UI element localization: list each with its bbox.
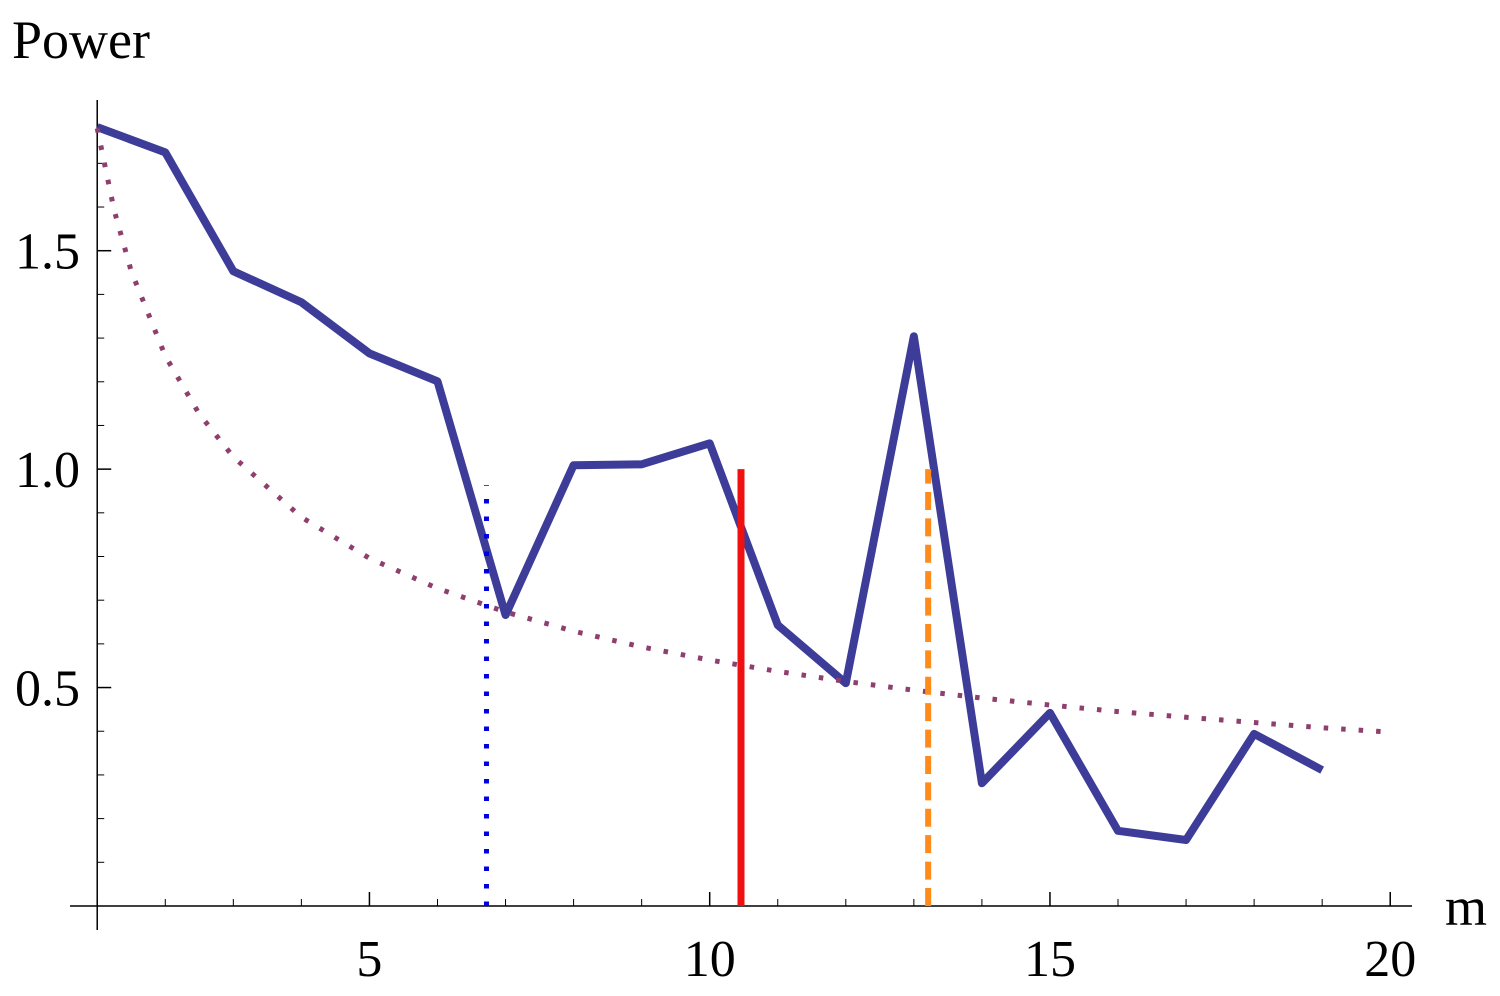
y-tick-label: 1.0	[15, 442, 80, 499]
x-tick-label: 5	[356, 931, 382, 988]
x-tick-label: 10	[684, 931, 736, 988]
series-line	[94, 127, 1391, 735]
y-axis-label: Power	[12, 10, 150, 70]
y-tick-label: 1.5	[15, 224, 80, 281]
series-line	[95, 123, 1325, 845]
y-tick-label: 0.5	[15, 661, 80, 718]
x-tick-label: 20	[1364, 931, 1416, 988]
x-axis-label: m	[1445, 877, 1487, 937]
x-tick-label: 15	[1024, 931, 1076, 988]
